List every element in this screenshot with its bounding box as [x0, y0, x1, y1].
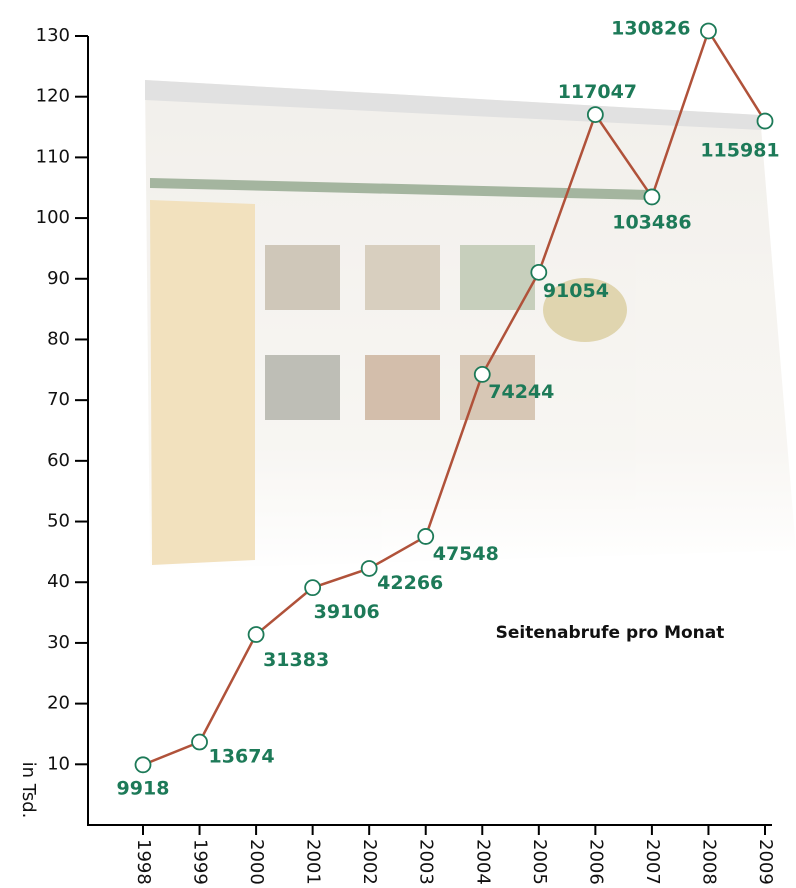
site-sidebar: [150, 200, 255, 565]
x-tick-label: 1999: [190, 839, 211, 885]
y-tick-label: 130: [36, 25, 70, 46]
x-tick-label: 2005: [529, 839, 550, 885]
thumb: [365, 245, 440, 310]
background-screenshot: [145, 80, 796, 570]
x-tick-label: 2004: [472, 839, 493, 885]
data-point: [134, 756, 152, 774]
y-tick-label: 20: [47, 693, 70, 714]
badge: [543, 278, 627, 342]
data-label: 42266: [377, 572, 443, 594]
data-label: 13674: [209, 746, 275, 768]
x-tick-label: 2006: [585, 839, 606, 885]
data-point: [247, 626, 265, 643]
y-tick-label: 70: [47, 389, 70, 410]
x-tick-label: 2008: [698, 839, 719, 885]
thumb: [265, 355, 340, 420]
data-point: [360, 560, 378, 577]
data-label: 115981: [700, 140, 779, 162]
data-label: 91054: [543, 280, 609, 302]
data-label: 9918: [117, 777, 170, 799]
data-point: [643, 188, 661, 206]
data-point: [417, 528, 435, 545]
x-tick-label: 2000: [246, 839, 267, 885]
browser-toolbar: [145, 80, 762, 130]
y-tick-label: 120: [36, 86, 70, 107]
data-point: [586, 106, 604, 124]
data-label: 117047: [558, 81, 637, 103]
browser-window: [145, 80, 796, 570]
y-tick-label: 40: [47, 571, 70, 592]
data-label: 103486: [612, 211, 691, 233]
thumb: [365, 355, 440, 420]
thumb: [460, 245, 535, 310]
y-tick-label: 30: [47, 632, 70, 653]
x-tick-label: 2009: [755, 839, 776, 885]
data-point: [304, 579, 322, 597]
x-tick-label: 2001: [303, 839, 324, 885]
x-tick-label: 2003: [416, 839, 437, 885]
data-point: [756, 112, 774, 130]
data-point: [700, 22, 717, 40]
data-line: [142, 28, 767, 766]
thumb: [460, 355, 535, 420]
data-label: 130826: [611, 17, 690, 39]
thumb: [265, 245, 340, 310]
y-tick-label: 100: [36, 207, 70, 228]
y-tick-label: 10: [47, 753, 70, 774]
y-tick-label: 80: [47, 328, 70, 349]
y-axis-label: in Tsd.: [18, 762, 39, 819]
y-tick-label: 110: [36, 146, 70, 167]
x-tick-label: 1998: [133, 839, 154, 885]
data-point: [473, 365, 491, 383]
y-tick-label: 60: [47, 450, 70, 471]
chart-title: Seitenabrufe pro Monat: [496, 623, 725, 643]
y-tick-label: 50: [47, 511, 70, 532]
y-tick-label: 90: [47, 268, 70, 289]
x-tick-label: 2002: [359, 839, 380, 885]
data-label: 74244: [488, 381, 554, 403]
site-nav: [150, 178, 650, 200]
x-tick-label: 2007: [642, 839, 663, 885]
data-point: [530, 263, 548, 281]
data-label: 47548: [433, 543, 499, 565]
data-point: [191, 733, 208, 751]
data-label: 39106: [314, 601, 380, 623]
data-label: 31383: [263, 649, 329, 671]
